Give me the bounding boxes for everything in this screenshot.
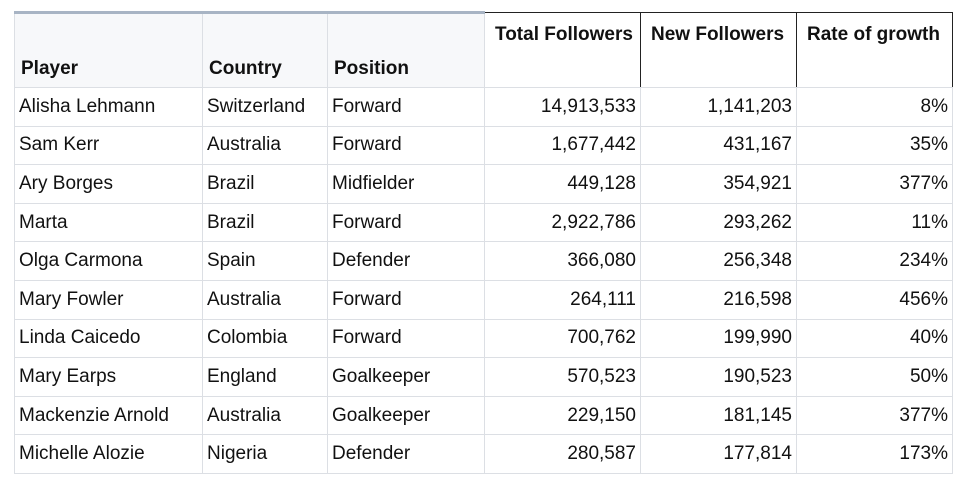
- cell-country: Nigeria: [202, 434, 328, 474]
- cell-total-followers: 14,913,533: [484, 87, 641, 127]
- cell-rate-of-growth: 456%: [796, 279, 953, 320]
- table-row: Alisha Lehmann Switzerland Forward 14,91…: [14, 87, 953, 127]
- table-body: Alisha Lehmann Switzerland Forward 14,91…: [14, 87, 953, 474]
- table-row: Ary Borges Brazil Midfielder 449,128 354…: [14, 164, 953, 204]
- cell-player: Ary Borges: [14, 164, 203, 204]
- cell-player: Michelle Alozie: [14, 434, 203, 474]
- followers-table: Player Country Position Total Followers …: [14, 11, 953, 474]
- cell-new-followers: 181,145: [640, 395, 797, 436]
- column-header-position[interactable]: Position: [327, 11, 485, 88]
- table-row: Olga Carmona Spain Defender 366,080 256,…: [14, 241, 953, 281]
- cell-position: Forward: [327, 318, 485, 359]
- cell-rate-of-growth: 234%: [796, 241, 953, 281]
- column-header-total-followers[interactable]: Total Followers: [484, 12, 641, 88]
- cell-position: Midfielder: [327, 164, 485, 204]
- column-header-rate-of-growth[interactable]: Rate of growth: [796, 12, 953, 88]
- cell-country: Spain: [202, 241, 328, 281]
- table-row: Mary Earps England Goalkeeper 570,523 19…: [14, 357, 953, 397]
- cell-total-followers: 366,080: [484, 241, 641, 281]
- cell-rate-of-growth: 35%: [796, 125, 953, 166]
- data-table-container: Player Country Position Total Followers …: [14, 11, 953, 474]
- table-row: Linda Caicedo Colombia Forward 700,762 1…: [14, 318, 953, 359]
- cell-player: Mary Earps: [14, 357, 203, 397]
- cell-country: Australia: [202, 279, 328, 320]
- cell-new-followers: 431,167: [640, 125, 797, 166]
- cell-position: Defender: [327, 241, 485, 281]
- cell-position: Forward: [327, 125, 485, 166]
- cell-country: Australia: [202, 395, 328, 436]
- header-row: Player Country Position Total Followers …: [14, 11, 953, 88]
- table-row: Mackenzie Arnold Australia Goalkeeper 22…: [14, 395, 953, 436]
- cell-new-followers: 216,598: [640, 279, 797, 320]
- cell-new-followers: 354,921: [640, 164, 797, 204]
- cell-country: Brazil: [202, 202, 328, 243]
- cell-total-followers: 2,922,786: [484, 202, 641, 243]
- cell-total-followers: 264,111: [484, 279, 641, 320]
- cell-total-followers: 280,587: [484, 434, 641, 474]
- cell-new-followers: 177,814: [640, 434, 797, 474]
- cell-player: Mackenzie Arnold: [14, 395, 203, 436]
- cell-total-followers: 1,677,442: [484, 125, 641, 166]
- cell-rate-of-growth: 8%: [796, 87, 953, 127]
- cell-position: Goalkeeper: [327, 395, 485, 436]
- cell-country: Brazil: [202, 164, 328, 204]
- cell-position: Forward: [327, 202, 485, 243]
- cell-new-followers: 199,990: [640, 318, 797, 359]
- cell-player: Olga Carmona: [14, 241, 203, 281]
- table-row: Michelle Alozie Nigeria Defender 280,587…: [14, 434, 953, 474]
- cell-total-followers: 229,150: [484, 395, 641, 436]
- cell-player: Mary Fowler: [14, 279, 203, 320]
- cell-rate-of-growth: 40%: [796, 318, 953, 359]
- cell-new-followers: 1,141,203: [640, 87, 797, 127]
- cell-position: Goalkeeper: [327, 357, 485, 397]
- table-row: Sam Kerr Australia Forward 1,677,442 431…: [14, 125, 953, 166]
- cell-new-followers: 293,262: [640, 202, 797, 243]
- cell-player: Sam Kerr: [14, 125, 203, 166]
- cell-player: Marta: [14, 202, 203, 243]
- cell-total-followers: 449,128: [484, 164, 641, 204]
- cell-total-followers: 570,523: [484, 357, 641, 397]
- cell-total-followers: 700,762: [484, 318, 641, 359]
- cell-rate-of-growth: 377%: [796, 395, 953, 436]
- cell-rate-of-growth: 50%: [796, 357, 953, 397]
- cell-position: Forward: [327, 87, 485, 127]
- cell-rate-of-growth: 173%: [796, 434, 953, 474]
- cell-player: Linda Caicedo: [14, 318, 203, 359]
- cell-rate-of-growth: 11%: [796, 202, 953, 243]
- cell-country: Switzerland: [202, 87, 328, 127]
- cell-position: Defender: [327, 434, 485, 474]
- cell-new-followers: 190,523: [640, 357, 797, 397]
- cell-position: Forward: [327, 279, 485, 320]
- column-header-player[interactable]: Player: [14, 11, 203, 88]
- cell-player: Alisha Lehmann: [14, 87, 203, 127]
- table-row: Mary Fowler Australia Forward 264,111 21…: [14, 279, 953, 320]
- cell-country: Australia: [202, 125, 328, 166]
- cell-country: Colombia: [202, 318, 328, 359]
- cell-new-followers: 256,348: [640, 241, 797, 281]
- column-header-new-followers[interactable]: New Followers: [640, 12, 797, 88]
- table-row: Marta Brazil Forward 2,922,786 293,262 1…: [14, 202, 953, 243]
- cell-rate-of-growth: 377%: [796, 164, 953, 204]
- cell-country: England: [202, 357, 328, 397]
- column-header-country[interactable]: Country: [202, 11, 328, 88]
